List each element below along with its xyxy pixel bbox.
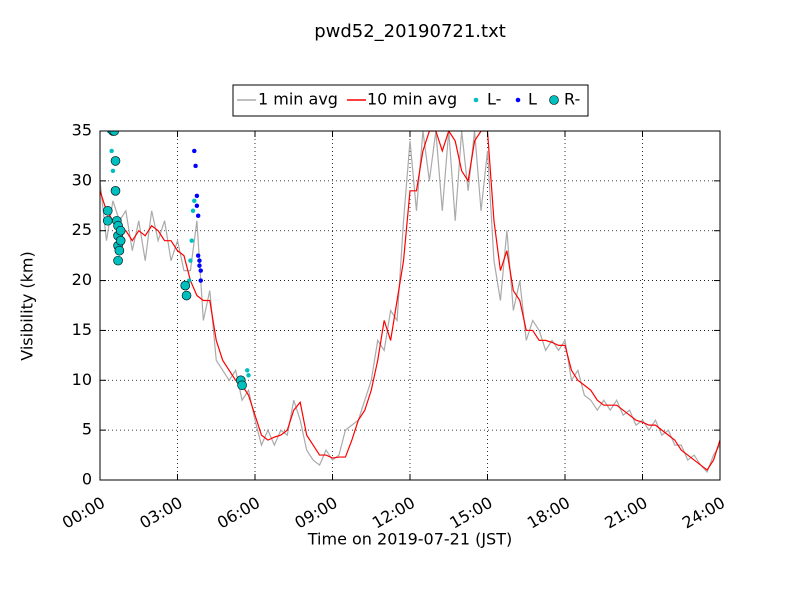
scatter-point	[115, 225, 126, 236]
scatter-point	[102, 205, 113, 216]
series-line	[100, 131, 720, 471]
scatter-point	[180, 280, 191, 291]
y-tick-label: 15	[72, 320, 92, 339]
scatter-point	[190, 208, 196, 214]
scatter-point	[195, 213, 201, 219]
scatter-point	[197, 258, 202, 263]
legend	[232, 84, 589, 117]
scatter-point	[237, 380, 247, 391]
scatter-point	[186, 278, 192, 283]
scatter-point	[109, 148, 114, 154]
scatter-point	[115, 235, 126, 246]
legend-swatch	[473, 97, 479, 103]
y-axis-label: Visibility (km)	[18, 251, 37, 360]
scatter-point	[192, 148, 197, 154]
y-tick-label: 10	[72, 370, 92, 389]
scatter-point	[192, 198, 197, 204]
scatter-point	[245, 368, 250, 373]
scatter-point	[198, 268, 203, 273]
scatter-point	[109, 131, 120, 136]
legend-swatch	[549, 95, 559, 105]
scatter-point	[194, 203, 200, 209]
y-tick-label: 25	[72, 220, 92, 239]
chart-title: pwd52_20190721.txt	[314, 21, 506, 42]
legend-label: L	[528, 90, 537, 109]
scatter-point	[188, 258, 193, 263]
scatter-point	[181, 290, 192, 301]
legend-label: L-	[487, 90, 501, 109]
scatter-point	[102, 215, 113, 226]
y-tick-label: 30	[72, 170, 92, 189]
legend-label: 1 min avg	[258, 90, 338, 109]
legend-label: 10 min avg	[367, 90, 457, 109]
legend-swatch	[515, 97, 521, 103]
y-tick-label: 0	[82, 470, 92, 489]
y-tick-label: 5	[82, 420, 92, 439]
scatter-point	[194, 193, 200, 199]
scatter-point	[114, 245, 125, 256]
x-axis-label: Time on 2019-07-21 (JST)	[307, 530, 512, 549]
scatter-point	[198, 278, 203, 283]
scatter-point	[189, 238, 194, 243]
legend-label: R-	[564, 90, 580, 109]
scatter-point	[197, 263, 202, 268]
scatter-point	[110, 186, 121, 196]
scatter-point	[193, 163, 198, 169]
scatter-point	[110, 156, 121, 166]
plot-area	[100, 131, 720, 474]
scatter-point	[195, 253, 201, 258]
series-line	[100, 131, 720, 474]
scatter-point	[113, 255, 123, 266]
scatter-point	[246, 373, 251, 378]
legend-items: 1 min avg 10 min avg L- L R-	[237, 90, 580, 109]
y-tick-label: 35	[72, 121, 92, 140]
scatter-point	[110, 168, 116, 174]
y-tick-label: 20	[72, 270, 92, 289]
